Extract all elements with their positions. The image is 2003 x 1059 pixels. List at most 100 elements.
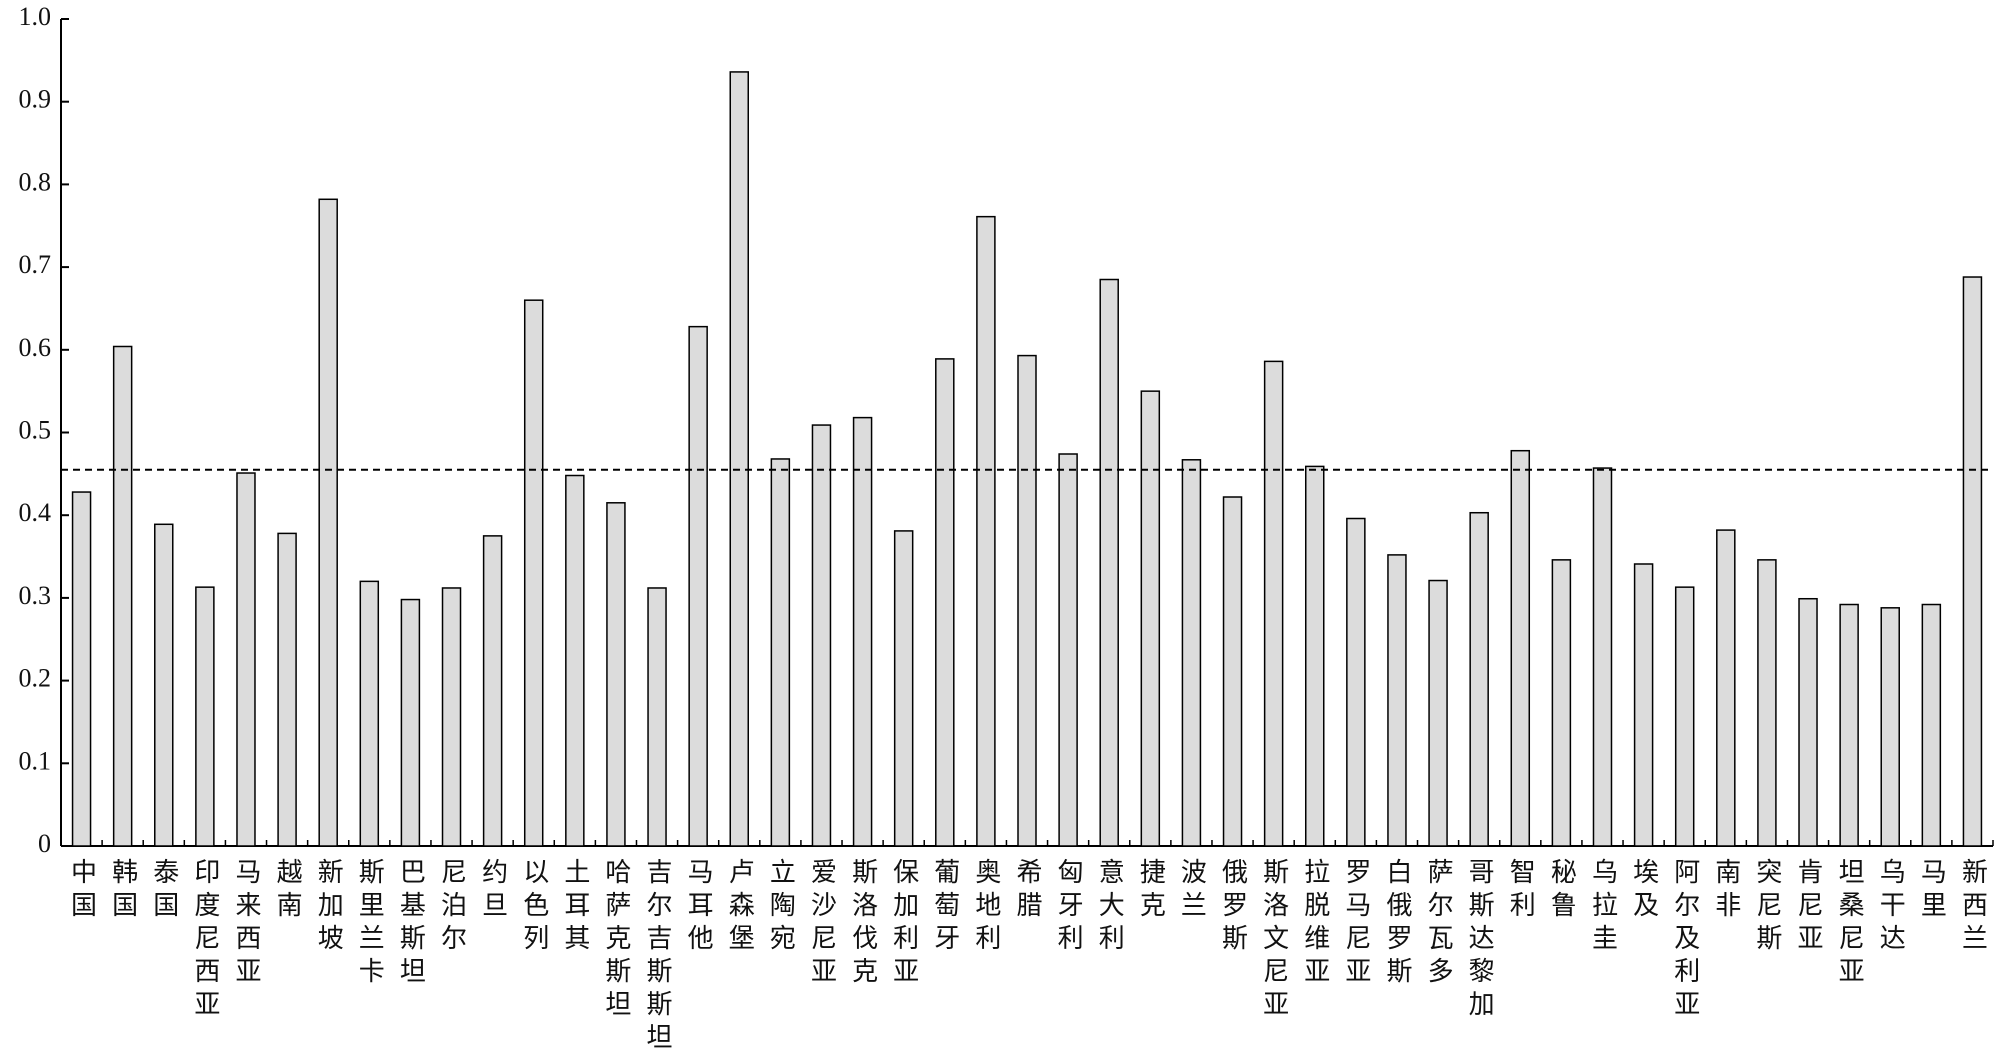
x-tick-label: 俄罗斯	[1217, 858, 1248, 957]
bar	[1798, 597, 1818, 847]
bar	[236, 472, 256, 847]
bar	[1674, 586, 1695, 847]
bar	[1757, 559, 1777, 847]
bar	[606, 502, 626, 847]
y-tick-label: 1.0	[19, 2, 52, 31]
x-tick-label: 乌干达	[1875, 858, 1906, 957]
x-tick-label: 萨尔瓦多	[1423, 858, 1454, 990]
y-tick-label: 0.6	[19, 333, 52, 362]
bar	[811, 424, 832, 847]
x-tick-label: 斯洛文尼亚	[1258, 858, 1289, 1023]
bar	[1263, 360, 1284, 847]
x-tick-label: 爱沙尼亚	[806, 858, 837, 990]
y-tick-label: 0.2	[19, 664, 52, 693]
bar	[1633, 563, 1654, 847]
bar	[1551, 559, 1572, 847]
x-tick-label: 坦桑尼亚	[1834, 858, 1865, 990]
x-tick-label: 越南	[272, 858, 303, 924]
bar	[277, 532, 297, 847]
bar	[1428, 579, 1448, 847]
x-tick-label: 韩国	[107, 858, 138, 924]
bar	[359, 580, 380, 847]
bar	[1880, 607, 1900, 847]
bar	[441, 587, 462, 847]
x-tick-label: 保加利亚	[888, 858, 919, 990]
y-tick-label: 0.5	[19, 415, 52, 444]
bar	[1469, 511, 1489, 847]
x-tick-label: 约旦	[477, 858, 508, 924]
bar	[1921, 603, 1942, 847]
x-tick-label: 巴基斯坦	[395, 858, 426, 990]
x-tick-label: 新加坡	[313, 858, 344, 957]
x-tick-label: 奥地利	[970, 858, 1001, 957]
x-tick-label: 马里	[1916, 858, 1947, 924]
bar	[729, 71, 750, 847]
y-tick-label: 0	[38, 829, 51, 858]
x-tick-label: 马耳他	[683, 858, 714, 957]
y-tick-label: 0.9	[19, 85, 52, 114]
bar	[1839, 603, 1859, 847]
bar	[1304, 465, 1325, 847]
x-tick-label: 印度尼西亚	[189, 858, 220, 1023]
y-tick-label: 0.3	[19, 581, 52, 610]
bar	[1716, 529, 1736, 847]
bar	[893, 530, 914, 847]
bar	[1140, 390, 1161, 847]
bar	[1387, 554, 1407, 847]
bar	[1346, 517, 1366, 847]
x-tick-label: 突尼斯	[1751, 858, 1782, 957]
bar	[1058, 453, 1078, 847]
bar	[112, 345, 133, 847]
y-tick-label: 0.1	[19, 746, 52, 775]
bar	[852, 416, 873, 847]
x-tick-label: 白俄罗斯	[1381, 858, 1412, 990]
x-tick-label: 斯里兰卡	[354, 858, 385, 990]
bar	[647, 587, 667, 847]
bar	[935, 358, 955, 847]
x-tick-label: 立陶宛	[765, 858, 796, 957]
bar	[1099, 278, 1119, 847]
x-tick-label: 捷克	[1135, 858, 1166, 924]
x-tick-label: 土耳其	[559, 858, 590, 957]
x-tick-label: 新西兰	[1957, 858, 1988, 957]
bar	[400, 598, 421, 847]
x-tick-label: 罗马尼亚	[1340, 858, 1371, 990]
bar	[1510, 449, 1531, 847]
x-tick-label: 哥斯达黎加	[1464, 858, 1495, 1023]
x-tick-label: 南非	[1710, 858, 1741, 924]
x-tick-label: 埃及	[1628, 858, 1659, 924]
bar	[523, 299, 544, 847]
bar	[1962, 276, 1983, 847]
bar	[565, 474, 585, 847]
x-tick-label: 秘鲁	[1546, 858, 1577, 924]
y-tick-label: 0.8	[19, 167, 52, 196]
bar	[71, 491, 92, 847]
x-tick-label: 泰国	[148, 858, 179, 924]
x-tick-label: 阿尔及利亚	[1669, 858, 1700, 1023]
x-tick-label: 以色列	[518, 858, 549, 957]
x-tick-label: 哈萨克斯坦	[600, 858, 631, 1023]
x-tick-label: 肯尼亚	[1793, 858, 1824, 957]
bar	[1222, 496, 1243, 847]
x-tick-label: 拉脱维亚	[1299, 858, 1330, 990]
x-tick-label: 乌拉圭	[1587, 858, 1618, 957]
bar	[976, 215, 996, 847]
bar	[154, 523, 174, 847]
x-tick-label: 吉尔吉斯斯坦	[642, 858, 673, 1056]
x-tick-label: 尼泊尔	[436, 858, 467, 957]
y-tick-label: 0.4	[19, 498, 52, 527]
y-tick-label: 0.7	[19, 250, 52, 279]
bar	[482, 535, 503, 847]
x-tick-label: 希腊	[1012, 858, 1042, 924]
x-tick-label: 马来西亚	[230, 858, 261, 990]
bar	[1181, 459, 1202, 847]
x-tick-label: 卢森堡	[724, 858, 755, 957]
bar	[195, 586, 215, 847]
x-tick-label: 匈牙利	[1053, 858, 1084, 957]
x-tick-label: 葡萄牙	[929, 858, 960, 957]
bar	[1592, 467, 1613, 847]
bar	[770, 458, 791, 847]
bar	[688, 325, 708, 847]
x-tick-label: 意大利	[1094, 858, 1125, 957]
